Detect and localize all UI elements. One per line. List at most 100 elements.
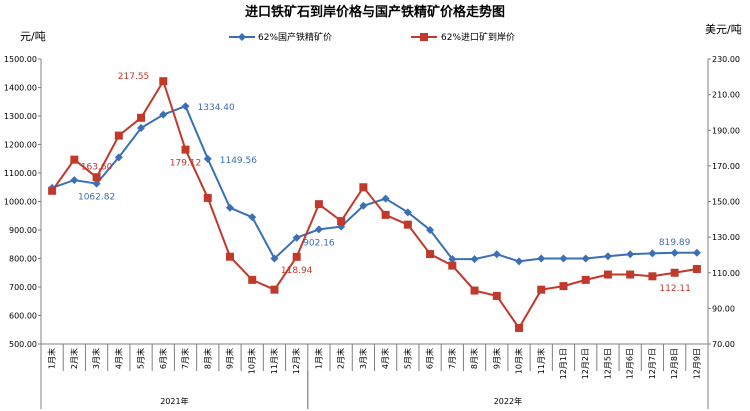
legend: 62%国产铁精矿价 62%进口矿到岸价 (229, 31, 515, 43)
series-marker-import (92, 173, 101, 182)
series-marker-domestic (203, 154, 212, 163)
category-label: 12月2日 (581, 348, 590, 379)
data-label: 819.89 (659, 238, 691, 248)
series-marker-domestic (381, 194, 390, 203)
data-label: 1334.40 (198, 103, 235, 113)
data-label: 1149.56 (220, 156, 257, 166)
series-marker-domestic (537, 254, 546, 263)
series-marker-import (692, 264, 701, 273)
series-marker-import (492, 291, 501, 300)
left-tick-label: 500.00 (9, 340, 37, 349)
left-tick-label: 1000.00 (4, 198, 37, 207)
series-marker-import (648, 272, 657, 281)
right-tick-label: 90.00 (712, 304, 735, 313)
category-label: 12月1日 (559, 348, 568, 379)
series-marker-domestic (248, 213, 257, 222)
data-label: 112.11 (659, 284, 691, 294)
series-marker-import (137, 113, 146, 122)
series-marker-domestic (648, 249, 657, 258)
left-tick-label: 900.00 (9, 226, 37, 235)
left-tick-label: 600.00 (9, 312, 37, 321)
year-label: 2022年 (494, 396, 522, 406)
category-label: 12月7日 (648, 348, 657, 379)
legend-marker-import (420, 33, 428, 41)
left-tick-label: 800.00 (9, 255, 37, 264)
category-label: 10月末 (514, 348, 524, 374)
left-axis-unit: 元/吨 (20, 30, 46, 43)
series-marker-import (314, 200, 323, 209)
series-marker-domestic (114, 153, 123, 162)
category-label: 8月末 (202, 348, 212, 369)
series-marker-import (470, 286, 479, 295)
left-tick-label: 1400.00 (4, 84, 37, 93)
series-marker-domestic (314, 225, 323, 234)
series-marker-import (48, 186, 57, 195)
data-label: 179.12 (170, 159, 202, 169)
series-marker-import (426, 250, 435, 259)
category-label: 2月末 (69, 348, 79, 369)
series-marker-domestic (603, 252, 612, 261)
series-line-0 (51, 104, 697, 263)
category-label: 2月末 (336, 348, 346, 369)
series-marker-import (181, 145, 190, 154)
category-label: 9月末 (491, 348, 501, 369)
category-label: 10月末 (247, 348, 257, 374)
category-label: 3月末 (91, 348, 101, 369)
category-label: 7月末 (180, 348, 190, 369)
series-marker-import (292, 252, 301, 261)
series-marker-import (537, 285, 546, 294)
right-axis-unit: 美元/吨 (705, 23, 742, 36)
category-label: 12月8日 (670, 348, 679, 379)
series-marker-domestic (626, 250, 635, 259)
series-marker-domestic (403, 208, 412, 217)
category-label: 7月末 (447, 348, 457, 369)
series-marker-import (581, 275, 590, 284)
series-marker-domestic (137, 123, 146, 132)
data-label: 217.55 (118, 72, 150, 82)
series-marker-import (515, 323, 524, 332)
data-label: 1062.82 (78, 193, 115, 203)
series-marker-import (403, 220, 412, 229)
category-label: 11月末 (269, 348, 279, 374)
category-label: 12月6日 (626, 348, 635, 379)
category-label: 12月9日 (692, 348, 701, 379)
series-marker-import (359, 183, 368, 192)
series-marker-import (114, 131, 123, 140)
series-marker-domestic (92, 179, 101, 188)
left-tick-label: 1200.00 (4, 141, 37, 150)
series-marker-domestic (470, 255, 479, 264)
category-label: 4月末 (113, 348, 123, 369)
series-marker-domestic (670, 248, 679, 257)
category-label: 5月末 (136, 348, 146, 369)
data-label: 163.60 (81, 162, 113, 172)
series-marker-import (270, 285, 279, 294)
series-marker-domestic (559, 254, 568, 263)
legend-label-import: 62%进口矿到岸价 (441, 31, 515, 43)
series-marker-domestic (70, 176, 79, 185)
series-marker-import (448, 261, 457, 270)
right-tick-label: 130.00 (712, 233, 740, 242)
left-tick-label: 1500.00 (4, 55, 37, 64)
legend-label-domestic: 62%国产铁精矿价 (258, 31, 332, 43)
category-label: 3月末 (358, 348, 368, 369)
category-label: 12月末 (291, 348, 301, 374)
category-label: 1月末 (313, 348, 323, 369)
series-marker-import (225, 252, 234, 261)
series-marker-domestic (581, 254, 590, 263)
category-label: 12月5日 (603, 348, 612, 379)
series-marker-domestic (225, 203, 234, 212)
category-label: 8月末 (469, 348, 479, 369)
year-label: 2021年 (160, 396, 188, 406)
right-tick-label: 70.00 (712, 340, 735, 349)
category-label: 9月末 (224, 348, 234, 369)
legend-marker-domestic (238, 33, 246, 41)
left-tick-label: 1100.00 (4, 169, 37, 178)
series-marker-import (203, 193, 212, 202)
data-label: 118.94 (281, 266, 313, 276)
data-labels: 217.55 1334.40 163.60 1062.82 1149.56 179.12 1… (78, 72, 691, 294)
category-label: 4月末 (380, 348, 390, 369)
series-marker-import (248, 275, 257, 284)
series-marker-import (559, 282, 568, 291)
data-label: 902.16 (303, 238, 335, 248)
